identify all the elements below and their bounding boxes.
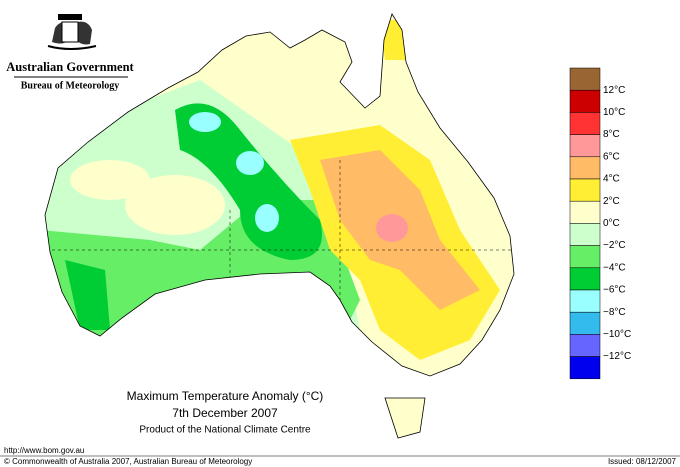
legend-swatch — [569, 112, 601, 135]
copyright: © Commonwealth of Australia 2007, Austra… — [4, 457, 252, 466]
legend-label: 0°C — [603, 218, 620, 229]
legend-swatch — [569, 334, 601, 357]
legend-label: −12°C — [603, 351, 631, 362]
coat-of-arms — [47, 14, 97, 50]
legend-label: −4°C — [603, 262, 626, 273]
legend-swatch — [569, 67, 601, 91]
legend-label: −6°C — [603, 285, 626, 296]
legend-label: −10°C — [603, 329, 631, 340]
legend-label: −8°C — [603, 307, 626, 318]
legend-label: 2°C — [603, 196, 620, 207]
legend-swatch — [569, 200, 601, 224]
issued: Issued: 08/12/2007 — [608, 457, 677, 466]
legend-swatch — [569, 134, 601, 158]
legend-swatch — [569, 311, 601, 335]
legend-swatch — [569, 245, 601, 269]
legend-label: 6°C — [603, 151, 620, 162]
legend-swatch — [569, 289, 601, 313]
bureau: Bureau of Meteorology — [21, 80, 120, 91]
legend-label: 12°C — [603, 85, 625, 96]
anomaly-map — [45, 14, 514, 438]
government: Australian Government — [6, 60, 134, 74]
map-title: Maximum Temperature Anomaly (°C) — [127, 389, 324, 403]
legend-swatch — [569, 356, 601, 380]
legend-label: −2°C — [603, 240, 626, 251]
legend-swatch — [569, 223, 601, 246]
url: http://www.bom.gov.au — [4, 446, 84, 455]
legend-swatch — [569, 178, 601, 202]
legend-label: 8°C — [603, 129, 620, 140]
legend-label: 10°C — [603, 107, 625, 118]
legend-label: 4°C — [603, 174, 620, 185]
legend-swatch — [569, 89, 601, 113]
map-product: Product of the National Climate Centre — [139, 425, 311, 436]
legend-swatch — [569, 156, 601, 180]
legend: 12°C 10°C 8°C 6°C 4°C 2°C 0°C −2°C −4°C −6°C −8°C −… — [569, 67, 631, 380]
legend-swatch — [569, 267, 601, 291]
map-date: 7th December 2007 — [172, 406, 278, 420]
coastline — [44, 13, 515, 439]
